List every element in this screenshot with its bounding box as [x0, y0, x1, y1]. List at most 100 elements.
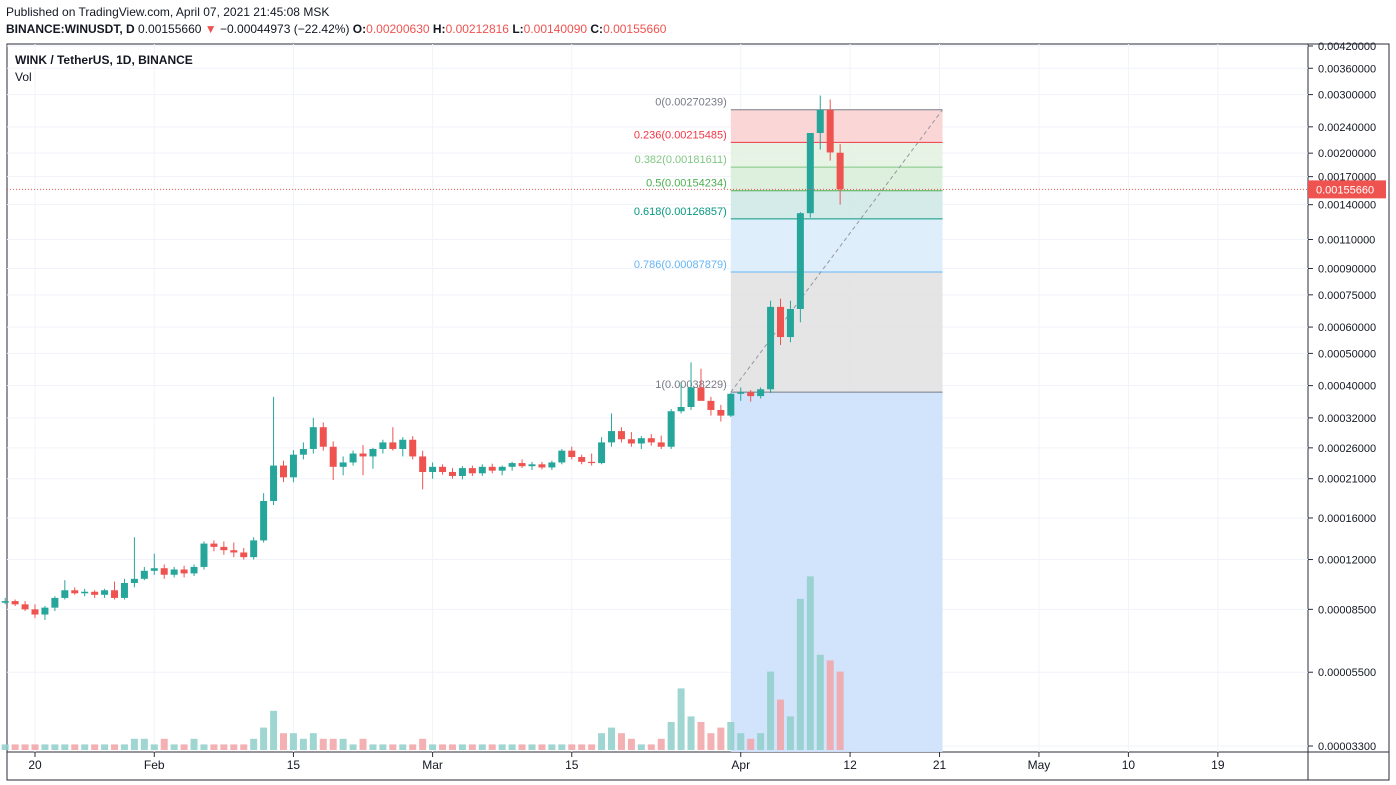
candle-body	[419, 456, 427, 472]
high-value: 0.00212816	[445, 22, 509, 36]
fib-level-label: 0(0.00270239)	[655, 97, 727, 109]
volume-bar	[389, 744, 397, 750]
volume-bar	[707, 733, 715, 750]
fib-level-label: 0.786(0.00087879)	[634, 259, 727, 271]
candle-body	[379, 442, 387, 449]
volume-bar	[488, 744, 496, 750]
candle-body	[508, 463, 516, 467]
volume-bar	[598, 733, 606, 750]
volume-bar	[170, 744, 178, 750]
volume-bar	[250, 738, 258, 750]
candle-body	[439, 466, 447, 472]
price-tick-label: 0.00360000	[1318, 63, 1376, 75]
candle-body	[608, 431, 616, 443]
volume-bar	[51, 744, 59, 750]
candle-body	[777, 306, 784, 338]
candle-body	[409, 439, 417, 457]
candle-body	[280, 465, 287, 478]
candle-body	[21, 604, 29, 610]
volume-bar	[617, 733, 625, 750]
price-tick-label: 0.00016000	[1318, 513, 1376, 525]
volume-bar	[727, 722, 735, 750]
published-note: Published on TradingView.com, April 07, …	[6, 5, 330, 19]
volume-bar	[816, 654, 824, 750]
candle-body	[11, 601, 19, 605]
candle-body	[637, 438, 645, 444]
candle-body	[468, 468, 476, 474]
candle-body	[558, 450, 566, 463]
candle-body	[727, 393, 735, 416]
volume-bar	[349, 744, 357, 750]
volume-bar	[777, 699, 784, 750]
volume-bar	[627, 738, 635, 750]
candle-body	[240, 552, 248, 558]
price-tick-label: 0.00003300	[1318, 741, 1376, 753]
volume-bar	[61, 744, 69, 750]
price-tick-label: 0.00110000	[1318, 235, 1375, 247]
candle-body	[329, 446, 337, 467]
candle-body	[349, 453, 357, 463]
volume-bar	[81, 744, 89, 750]
volume-bar	[568, 744, 576, 750]
candle-body	[61, 590, 69, 598]
candle-body	[697, 387, 705, 401]
time-tick-label: 12	[843, 758, 857, 772]
candle-body	[667, 411, 675, 447]
volume-bar	[677, 688, 685, 750]
time-tick-label: 15	[565, 758, 579, 772]
fib-zone	[730, 218, 943, 272]
price-tick-label: 0.00300000	[1318, 90, 1376, 102]
candle-body	[319, 427, 327, 447]
time-tick-label: Feb	[144, 758, 165, 772]
candle-body	[458, 468, 466, 476]
fib-level-label: 0.382(0.00181611)	[635, 154, 727, 166]
candle-body	[120, 583, 128, 598]
fib-level-label: 0.5(0.00154234)	[646, 178, 727, 190]
time-tick-label: Apr	[731, 758, 750, 772]
candle-body	[130, 578, 138, 584]
current-price-marker: 0.00155660	[7, 180, 1386, 199]
candle-body	[140, 570, 148, 579]
candle-body	[826, 109, 834, 153]
fibonacci-retracement[interactable]: 0(0.00270239) 0.236(0.00215485) 0.382(0.00…	[634, 97, 943, 752]
volume-bar	[21, 744, 29, 750]
volume-bar	[230, 744, 238, 750]
candle-body	[647, 438, 655, 443]
candle-body	[170, 569, 178, 575]
candle-body	[200, 543, 208, 567]
price-tick-label: 0.00012000	[1318, 555, 1376, 567]
candle-body	[806, 132, 814, 214]
candle-body	[578, 457, 586, 462]
chart-legend-title: WINK / TetherUS, 1D, BINANCE	[15, 53, 193, 67]
change-arrow-icon: ▼	[204, 22, 217, 36]
volume-bar	[508, 744, 516, 750]
low-label: L:	[512, 22, 524, 36]
volume-bar	[697, 722, 705, 750]
candles	[1, 95, 844, 620]
candle-body	[41, 607, 49, 615]
volume-bar	[260, 727, 268, 750]
price-tick-label: 0.00090000	[1318, 264, 1376, 276]
time-tick-label: Mar	[422, 758, 443, 772]
candle-body	[299, 448, 307, 455]
ticker[interactable]: BINANCE:WINUSDT, D	[6, 22, 135, 36]
volume-bar	[200, 744, 208, 750]
volume-bar	[657, 738, 665, 750]
price-tick-label: 0.00032000	[1318, 413, 1376, 425]
symbol-ohlc-line: BINANCE:WINUSDT, D 0.00155660 ▼ −0.00044…	[6, 22, 666, 36]
candle-body	[71, 590, 79, 594]
price-tick-label: 0.00008500	[1318, 604, 1376, 616]
volume-bar	[558, 744, 566, 750]
volume-bar	[369, 744, 377, 750]
volume-bar	[299, 738, 307, 750]
candle-body	[190, 566, 198, 574]
volume-bar	[717, 727, 725, 750]
time-axis[interactable]: 20 Feb 15 Mar 15 Apr 12 21 May 10 19	[28, 752, 1225, 772]
volume-bar	[419, 738, 427, 750]
volume-bar	[280, 733, 287, 750]
price-axis[interactable]: 0.00420000 0.00360000 0.00300000 0.00240000…	[1308, 41, 1376, 753]
price-tick-label: 0.00140000	[1318, 200, 1376, 212]
volume-bar	[319, 738, 327, 750]
price-tick-label: 0.00050000	[1318, 348, 1376, 360]
